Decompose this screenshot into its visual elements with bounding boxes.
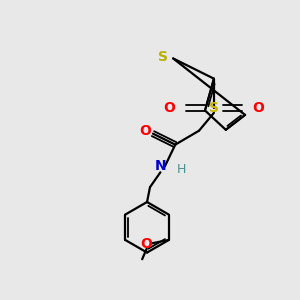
Text: O: O [141, 237, 153, 251]
Text: O: O [140, 124, 152, 138]
Text: S: S [209, 101, 219, 116]
Text: H: H [176, 163, 186, 176]
Text: S: S [158, 50, 168, 64]
Text: O: O [164, 101, 175, 116]
Text: O: O [253, 101, 264, 116]
Text: N: N [154, 159, 166, 173]
